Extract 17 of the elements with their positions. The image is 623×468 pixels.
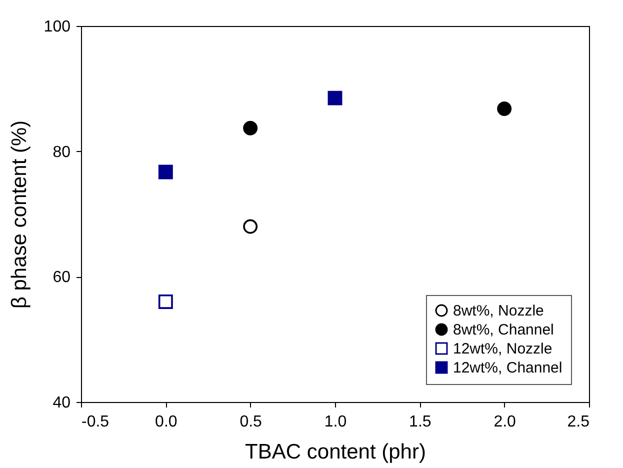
y-tick-label: 80: [52, 144, 71, 161]
x-tick-label: 1.5: [409, 414, 432, 430]
legend-label: 8wt%, Channel: [453, 322, 554, 338]
x-tick-label: 2.5: [567, 414, 590, 430]
x-tick-label: 0.0: [155, 414, 178, 430]
legend-label: 12wt%, Channel: [453, 360, 562, 376]
y-tick-label: 40: [52, 394, 71, 412]
x-tick-label: 0.5: [240, 414, 262, 430]
legend-label: 8wt%, Nozzle: [453, 302, 544, 320]
y-tick-label: 60: [52, 269, 71, 286]
x-tick-label: 1.0: [324, 414, 347, 430]
y-tick-label: 100: [44, 18, 71, 36]
x-tick-label: -0.5: [82, 414, 110, 430]
x-tick-label: 2.0: [494, 414, 516, 430]
y-axis-title: β phase content (%): [8, 120, 31, 309]
x-axis-title: TBAC content (phr): [245, 440, 426, 464]
legend-label: 12wt%, Nozzle: [453, 340, 552, 358]
